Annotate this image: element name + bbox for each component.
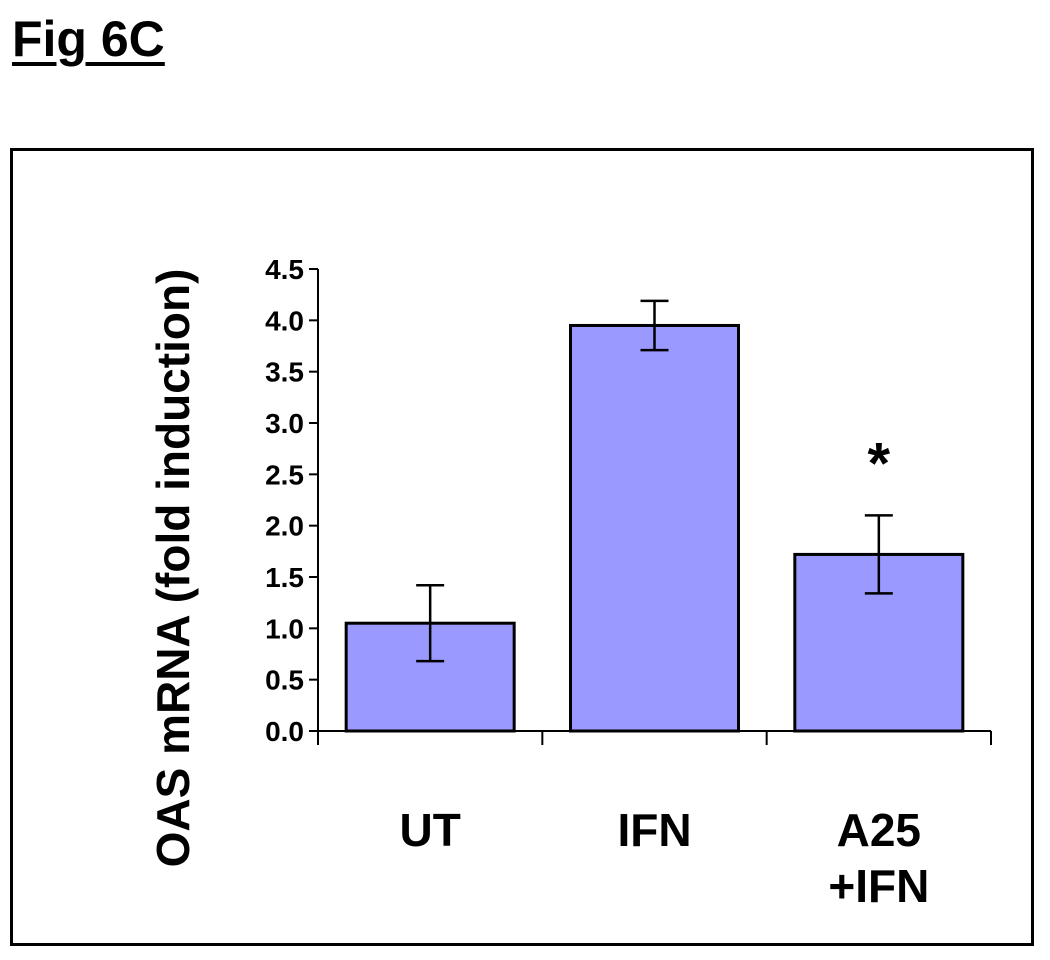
chart-frame: 0.0 0.5 1.0 1.5 2.0 2.5 3.0 3.5 4.0 4.5 OAS mRNA (… (10, 148, 1034, 946)
y-tick-label: 1.0 (265, 613, 304, 644)
y-tick-label: 0.5 (265, 665, 304, 696)
bar-chart: 0.0 0.5 1.0 1.5 2.0 2.5 3.0 3.5 4.0 4.5 OAS mRNA (… (147, 254, 992, 912)
y-tick-label: 2.5 (265, 459, 304, 490)
category-label: UT (400, 804, 461, 856)
bar (569, 323, 740, 733)
y-tick-label: 0.0 (265, 716, 304, 747)
category-label: IFN (617, 804, 691, 856)
bar (344, 621, 516, 733)
significance-asterisk: * (868, 431, 891, 496)
y-axis-title: OAS mRNA (fold induction) (147, 269, 199, 868)
y-tick-label: 2.0 (265, 511, 304, 542)
y-tick-label: 1.5 (265, 562, 304, 593)
y-tick-label: 4.0 (265, 305, 304, 336)
figure-label: Fig 6C (12, 11, 165, 67)
y-tick-label: 3.0 (265, 408, 304, 439)
y-tick-label: 4.5 (265, 254, 304, 285)
y-tick-label: 3.5 (265, 357, 304, 388)
category-label: +IFN (828, 860, 929, 912)
category-label: A25 (837, 804, 921, 856)
